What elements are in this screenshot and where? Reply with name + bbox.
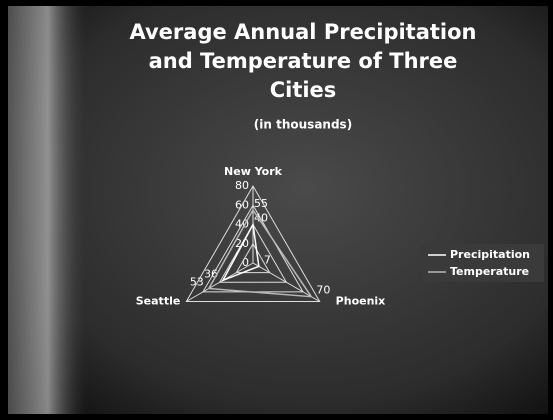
chart-title: Average Annual Precipitation [129, 20, 476, 44]
axis-spoke [186, 262, 254, 302]
background [8, 6, 548, 414]
legend-label: Temperature [450, 265, 529, 278]
axis-spoke [252, 262, 320, 302]
data-label: 36 [204, 267, 218, 280]
category-label: Phoenix [336, 295, 386, 308]
chart-subtitle: (in thousands) [254, 118, 352, 132]
series-polygon [221, 222, 260, 282]
data-label: 7 [264, 253, 271, 266]
decor-strip [8, 6, 88, 414]
data-label: 53 [190, 276, 204, 289]
data-label: 70 [316, 284, 330, 297]
category-label: Seattle [136, 295, 181, 308]
grid-line [185, 185, 321, 302]
grid-line [235, 242, 271, 274]
r-tick-label: 0 [242, 256, 249, 269]
chart-title: and Temperature of Three [149, 49, 458, 73]
chart-title: Cities [270, 78, 337, 102]
legend-label: Precipitation [450, 248, 530, 261]
r-tick-label: 80 [235, 179, 249, 192]
data-label: 40 [254, 212, 268, 225]
legend-box [422, 244, 544, 282]
data-label: 55 [254, 197, 268, 210]
category-label: New York [224, 165, 283, 178]
series-polygon [207, 208, 313, 298]
grid-line [218, 223, 288, 283]
